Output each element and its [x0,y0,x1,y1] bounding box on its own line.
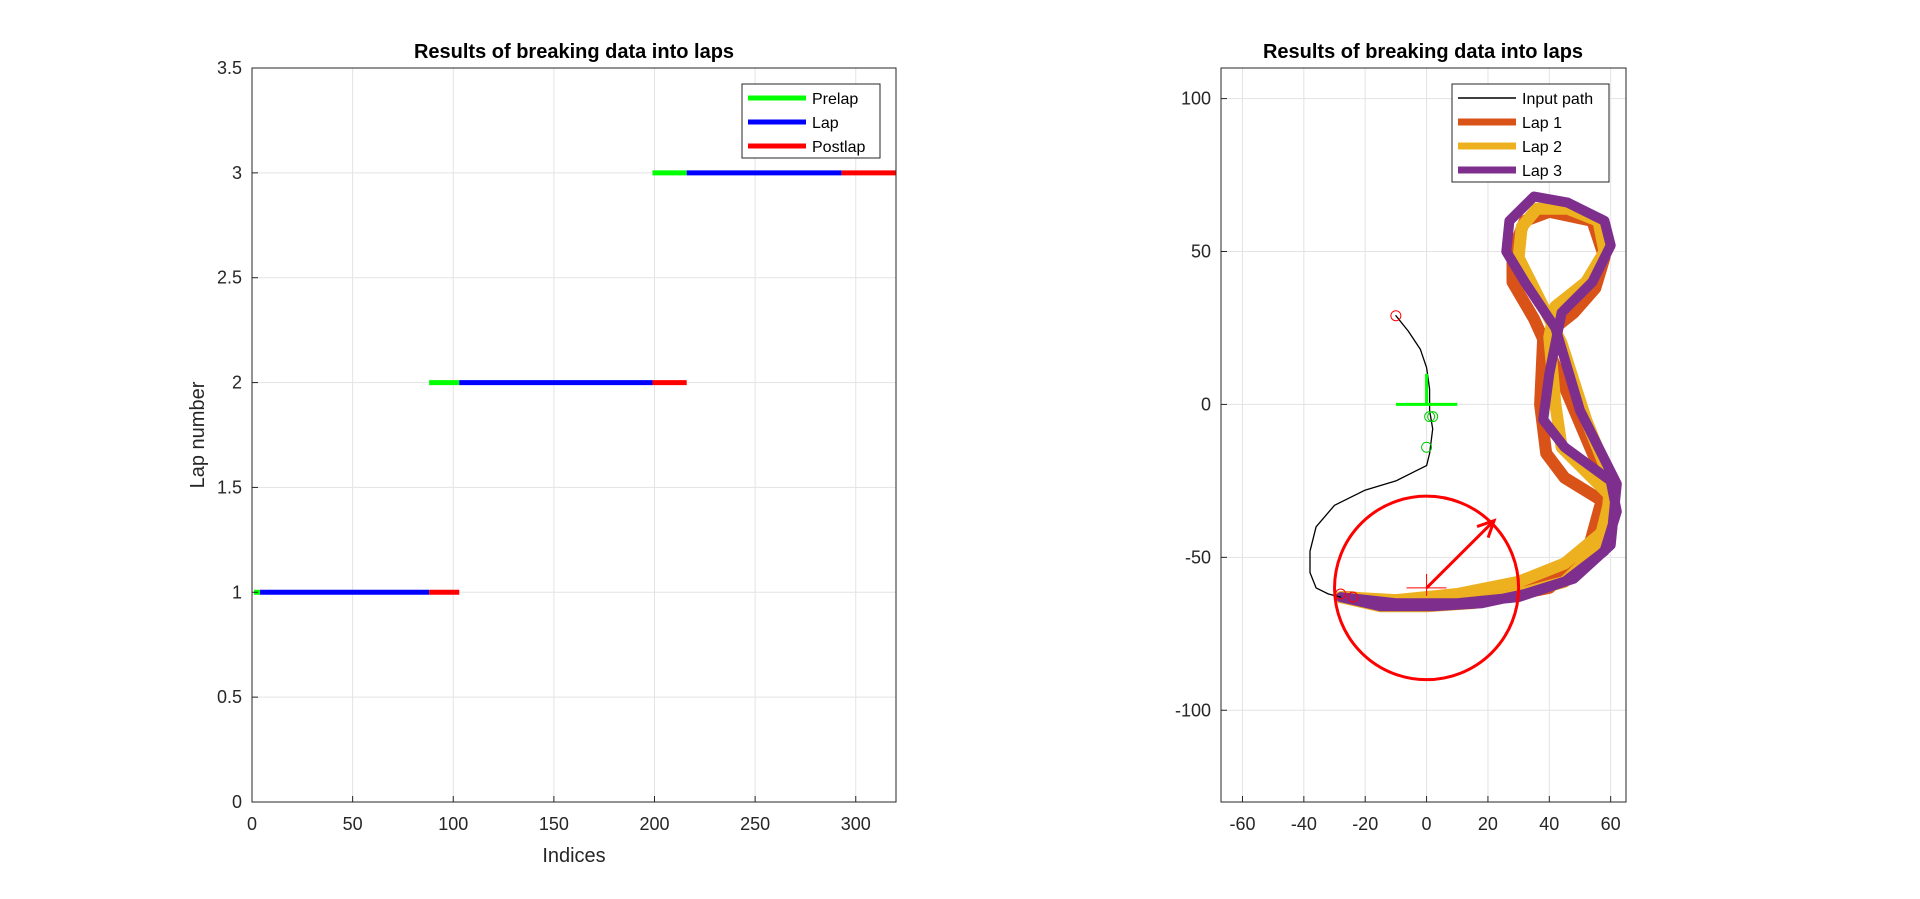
right-x-tick-label: -20 [1352,814,1378,834]
right-legend: Input path Lap 1 Lap 2 Lap 3 [1451,83,1610,183]
left-ticks: 0 50 100 150 200 250 300 0 0.5 1 1.5 2 2.5 3 3.5 [217,58,871,834]
left-chart-title: Results of breaking data into laps [414,41,734,63]
right-x-tick-label: 60 [1601,814,1621,834]
right-y-tick-label: -50 [1185,547,1211,567]
right-axes-box [1220,67,1627,803]
right-x-tick-label: -60 [1229,814,1255,834]
right-gridlines [1221,68,1626,802]
red-circle-marker [1335,588,1347,600]
right-x-tick-label: 0 [1422,814,1432,834]
left-x-tick-label: 300 [841,814,871,834]
right-legend-label-lap-1: Lap 1 [1522,115,1562,132]
left-x-tick-label: 0 [247,814,257,834]
left-x-axis-label: Indices [542,845,605,867]
left-y-tick-label: 2.5 [217,268,242,288]
right-legend-label-input-path: Input path [1522,91,1593,108]
left-y-tick-label: 0.5 [217,687,242,707]
left-x-tick-label: 50 [343,814,363,834]
left-axes: 0 50 100 150 200 250 300 0 0.5 1 1.5 2 2.5 3 3.5 Resul… [187,41,897,867]
right-y-tick-label: 50 [1191,242,1211,262]
right-legend-box [1451,83,1610,183]
right-legend-label-lap-3: Lap 3 [1522,163,1562,180]
left-x-tick-label: 100 [438,814,468,834]
right-plot-area [1309,191,1622,682]
left-x-tick-label: 200 [639,814,669,834]
lap-3-line [1335,191,1622,612]
left-plot-area [254,170,896,595]
right-axes: -60 -40 -20 0 20 40 60 -100 -50 0 50 100 Results of… [1175,41,1627,834]
right-x-tick-label: -40 [1291,814,1317,834]
left-x-tick-label: 150 [539,814,569,834]
left-legend-label-prelap: Prelap [812,91,858,108]
left-legend: Prelap Lap Postlap [741,83,881,159]
left-axes-box [251,67,897,803]
right-y-tick-label: 100 [1181,89,1211,109]
green-circle-marker [1424,411,1436,423]
left-y-tick-label: 2 [232,373,242,393]
right-ticks: -60 -40 -20 0 20 40 60 -100 -50 0 50 100 [1175,89,1621,834]
left-x-tick-label: 250 [740,814,770,834]
left-legend-label-lap: Lap [812,115,839,132]
input-path-line [1309,315,1434,598]
right-legend-label-lap-2: Lap 2 [1522,139,1562,156]
green-circle-marker [1427,411,1439,423]
green-circle-marker [1421,441,1433,453]
right-x-tick-label: 20 [1478,814,1498,834]
left-y-axis-label: Lap number [187,381,209,488]
left-legend-label-postlap: Postlap [812,139,865,156]
right-y-tick-label: 0 [1201,394,1211,414]
right-x-tick-label: 40 [1539,814,1559,834]
left-y-tick-label: 3.5 [217,58,242,78]
red-circle-marker [1390,310,1402,322]
left-y-tick-label: 1 [232,582,242,602]
end-zone-arrow-head [1476,518,1497,539]
left-y-tick-label: 0 [232,792,242,812]
left-y-tick-label: 1.5 [217,477,242,497]
right-chart-title: Results of breaking data into laps [1263,41,1583,63]
end-zone-circle [1333,494,1521,682]
red-circle-marker [1347,591,1359,603]
end-zone-arrow-shaft [1425,519,1496,589]
left-y-tick-label: 3 [232,163,242,183]
right-y-tick-label: -100 [1175,700,1211,720]
